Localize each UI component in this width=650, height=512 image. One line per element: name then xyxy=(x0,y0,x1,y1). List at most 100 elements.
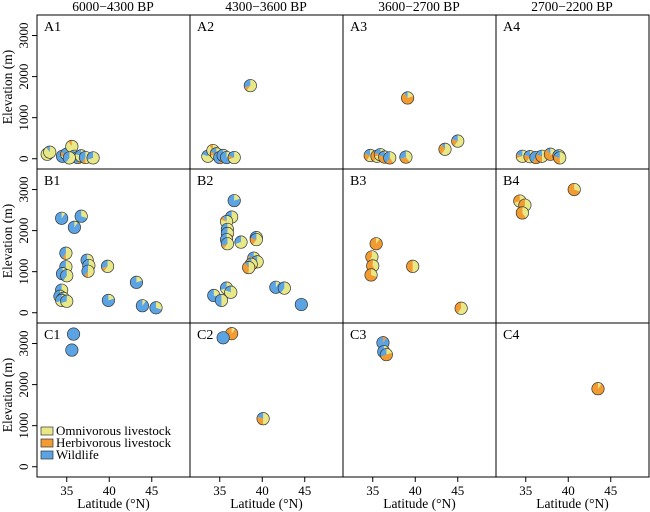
column-title-4: 2700−2200 BP xyxy=(531,0,613,14)
panel-b4: B4 xyxy=(495,168,650,324)
y-axis-title: Elevation (m) xyxy=(0,204,15,279)
legend-swatch xyxy=(40,426,54,436)
pie-slice-omnivorous xyxy=(65,246,73,260)
pie-slice-herbivorous xyxy=(227,155,235,160)
data-point xyxy=(67,327,81,341)
pie-slice-wildlife xyxy=(244,79,251,88)
panel-c4: C4 35 40 45 xyxy=(495,322,650,498)
pie-slice-herbivorous xyxy=(221,243,228,249)
pie-slice-wildlife xyxy=(210,147,217,154)
panel-label: C3 xyxy=(350,328,366,343)
pie-slice-herbivorous xyxy=(364,268,377,282)
panel-label: C1 xyxy=(44,328,60,343)
data-point xyxy=(406,259,420,273)
panel-frame xyxy=(342,322,497,478)
pie-slice-wildlife xyxy=(247,251,254,259)
point-outline xyxy=(364,268,378,282)
pie-slice-omnivorous xyxy=(231,210,238,224)
pie-slice-omnivorous xyxy=(65,151,76,165)
data-point xyxy=(401,91,415,105)
data-point xyxy=(399,150,413,164)
pie-slice-herbivorous xyxy=(242,262,249,274)
column-title-2: 4300−3600 BP xyxy=(225,0,307,14)
panel-label: C4 xyxy=(503,328,519,343)
x-tick-label: 35 xyxy=(519,483,532,498)
pie-slice-wildlife xyxy=(403,91,408,98)
data-point xyxy=(242,261,256,275)
legend-label: Omnivorous livestock xyxy=(56,423,172,438)
pie-slice-omnivorous xyxy=(371,268,378,277)
panel-frame xyxy=(495,322,650,478)
pie-slice-herbivorous xyxy=(382,336,387,343)
data-point xyxy=(74,209,88,223)
legend-entry-wildlife: Wildlife xyxy=(40,447,99,462)
pie-slice-wildlife xyxy=(245,261,249,268)
pie-slice-omnivorous xyxy=(522,206,529,218)
pie-slice-wildlife xyxy=(546,148,551,155)
pie-slice-herbivorous xyxy=(516,206,526,220)
pie-slice-herbivorous xyxy=(81,157,86,164)
data-point xyxy=(149,301,163,315)
point-outline xyxy=(399,150,413,164)
pie-slice-herbivorous xyxy=(60,152,67,157)
legend-entry-omnivorous: Omnivorous livestock xyxy=(40,423,172,438)
panel-a3: A3 xyxy=(342,14,497,170)
data-point xyxy=(249,233,263,247)
pie-slice-omnivorous xyxy=(454,134,464,148)
pie-slice-wildlife xyxy=(136,299,149,312)
pie-slice-omnivorous xyxy=(598,382,602,389)
panel-label: B2 xyxy=(197,174,213,189)
pie-slice-wildlife xyxy=(278,281,285,294)
legend-swatch xyxy=(40,438,54,448)
point-outline xyxy=(249,233,263,247)
pie-slice-herbivorous xyxy=(364,153,371,161)
pie-slice-wildlife xyxy=(55,294,62,303)
y-axis-titles: Elevation (m) Elevation (m) Elevation (m) xyxy=(0,50,15,433)
pie-slice-omnivorous xyxy=(280,281,291,295)
legend-label: Herbivorous livestock xyxy=(56,435,172,450)
pie-slice-omnivorous xyxy=(252,233,263,246)
panel-b2: B2 xyxy=(189,168,344,324)
pie-slice-wildlife xyxy=(75,149,82,156)
pie-slice-herbivorous xyxy=(210,151,217,156)
pie-slice-wildlife xyxy=(59,246,66,259)
pie-slice-herbivorous xyxy=(535,154,542,163)
pie-slice-omnivorous xyxy=(574,183,581,192)
pie-slice-omnivorous xyxy=(81,210,88,219)
point-outline xyxy=(383,151,397,165)
data-point xyxy=(277,281,291,295)
x-axis-titles: Latitude (°N) Latitude (°N) Latitude (°N) L… xyxy=(77,496,609,511)
panel-c1: C1 0 1000 2000 3000 35 40 45 xyxy=(16,322,191,498)
pie-slice-omnivorous xyxy=(386,348,393,355)
pie-slice-omnivorous xyxy=(407,91,414,98)
data-point xyxy=(224,285,238,299)
pie-slice-omnivorous xyxy=(246,79,257,92)
point-outline xyxy=(454,301,468,315)
pie-slice-omnivorous xyxy=(275,281,280,288)
pie-slice-wildlife xyxy=(130,276,143,289)
pie-slice-wildlife xyxy=(60,295,67,304)
pie-slice-wildlife xyxy=(524,150,530,157)
pie-slice-wildlife xyxy=(224,286,231,293)
pie-slice-wildlife xyxy=(378,150,385,158)
point-outline xyxy=(60,294,74,308)
x-tick-label: 45 xyxy=(145,483,158,498)
pie-slice-wildlife xyxy=(81,265,88,277)
pie-slice-wildlife xyxy=(228,194,241,207)
panel-frame xyxy=(342,14,497,170)
data-point xyxy=(220,237,234,251)
point-outline xyxy=(74,209,88,223)
data-point xyxy=(438,142,452,156)
pie-slice-herbivorous xyxy=(365,250,372,262)
data-point xyxy=(591,382,605,396)
pie-slice-omnivorous xyxy=(63,269,73,282)
x-tick-label: 35 xyxy=(213,483,226,498)
pie-slice-omnivorous xyxy=(156,301,163,310)
y-tick-label: 0 xyxy=(16,309,31,316)
pie-slice-wildlife xyxy=(228,151,235,158)
pie-slice-wildlife xyxy=(215,294,222,307)
x-tick-label: 45 xyxy=(451,483,464,498)
pie-slice-omnivorous xyxy=(231,327,236,334)
pie-slice-wildlife xyxy=(222,215,227,222)
pie-slice-wildlife xyxy=(102,294,115,307)
